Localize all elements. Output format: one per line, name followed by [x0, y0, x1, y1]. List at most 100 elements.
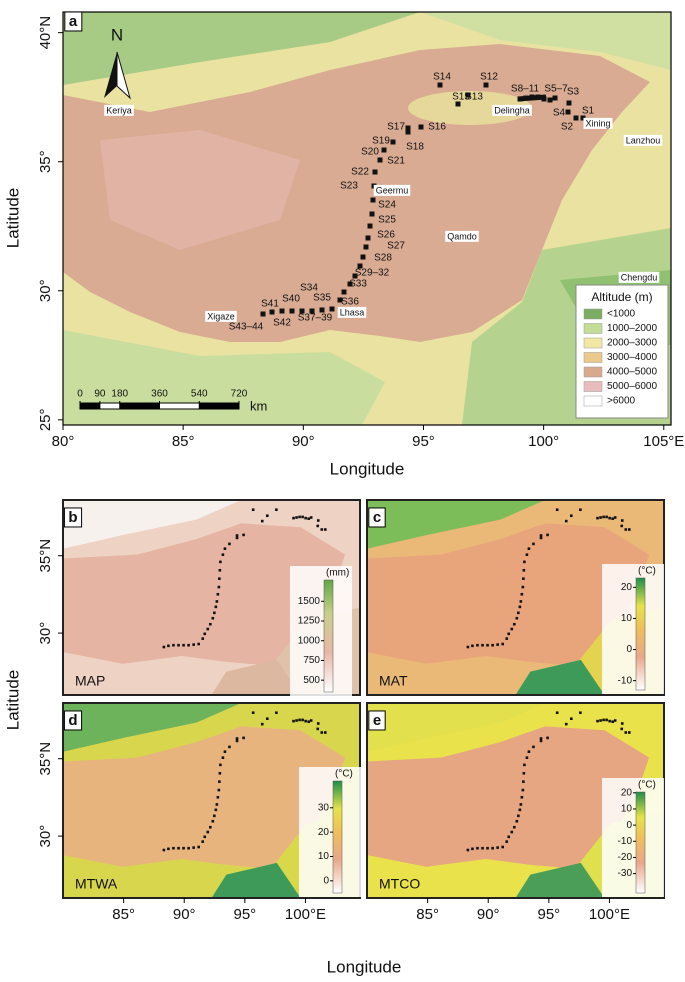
sample-site	[341, 289, 347, 295]
y-axis-label: Latitude	[3, 188, 22, 249]
site-cluster	[517, 94, 547, 102]
sample-site	[523, 763, 526, 767]
sample-site	[218, 568, 222, 572]
sample-site	[197, 845, 200, 849]
sample-site	[213, 814, 216, 818]
sample-site	[596, 719, 599, 723]
sample-site	[329, 306, 335, 312]
sample-site	[365, 235, 371, 241]
sample-site	[295, 516, 298, 519]
field-plateau	[63, 726, 346, 869]
legend-label: <1000	[607, 309, 636, 320]
sample-site	[367, 223, 373, 229]
sample-site	[602, 718, 605, 722]
site-label: S33	[349, 279, 367, 290]
sample-site	[580, 115, 586, 121]
sample-site	[522, 568, 526, 572]
legend-swatch	[583, 381, 603, 392]
sample-site	[260, 519, 264, 523]
label-background	[373, 184, 411, 196]
sample-site	[316, 722, 320, 725]
sample-site	[316, 727, 320, 731]
sample-site	[289, 308, 295, 314]
sample-site	[216, 795, 220, 799]
colorbar-tick-label: 30	[318, 802, 330, 813]
site-label: S22	[351, 167, 369, 178]
sample-site	[309, 719, 313, 722]
sample-site	[197, 642, 200, 646]
site-label: S14	[433, 72, 451, 83]
sample-site	[512, 622, 516, 626]
sample-site	[481, 643, 484, 647]
sample-site	[519, 600, 523, 603]
sample-site	[405, 129, 411, 135]
legend-label: 5000–6000	[607, 381, 657, 392]
sample-site	[546, 736, 549, 740]
field-plateau	[367, 726, 650, 869]
site-label: S29–32	[355, 268, 390, 279]
panel-letter-box	[64, 11, 83, 32]
colorbar	[635, 791, 646, 894]
sample-site	[620, 519, 624, 522]
sample-site	[324, 731, 327, 734]
sample-site	[235, 534, 239, 537]
sample-site	[319, 307, 325, 313]
panel-letter: b	[68, 509, 77, 526]
colorbar-tick-label: 20	[621, 787, 633, 798]
sample-site	[539, 737, 543, 740]
sample-site	[214, 605, 218, 609]
label-background	[445, 230, 479, 242]
colorbar-tick-label: -10	[618, 836, 633, 847]
label-background	[104, 104, 134, 116]
sample-site	[219, 763, 222, 767]
sample-site	[187, 643, 190, 647]
sample-site	[223, 750, 227, 753]
sample-site	[491, 846, 494, 850]
sample-site	[172, 846, 175, 850]
place-label: Xining	[585, 118, 610, 128]
panel-name: MTWA	[75, 876, 118, 892]
y-tick-label: 35°	[37, 150, 54, 173]
y-tick-label: 35°N	[37, 742, 54, 776]
sample-site	[539, 534, 543, 537]
x-tick-label: 95°	[537, 906, 560, 923]
climate-map: e MTCO (°C) -30 -20 -10 0 10 20	[366, 702, 665, 899]
sample-site	[507, 632, 511, 636]
sample-site	[466, 645, 470, 649]
sample-site	[599, 516, 602, 519]
scale-label: 90	[94, 389, 106, 400]
colorbar-tick-label: 0	[626, 644, 632, 655]
y-tick-label: 40°N	[37, 16, 54, 50]
sample-site	[613, 719, 617, 722]
sample-site	[298, 515, 301, 519]
sample-site	[532, 745, 535, 749]
sample-site	[201, 637, 205, 640]
sample-site	[208, 622, 212, 626]
place-label: Keriya	[106, 105, 132, 115]
field-lowland	[211, 862, 301, 898]
sample-site	[251, 508, 255, 512]
colorbar-tick-label: 1250	[298, 616, 321, 627]
legend-swatch	[583, 366, 603, 378]
label-background	[492, 104, 532, 116]
climate-map: d MTWA (°C) 0 10 20 30	[62, 702, 361, 899]
sample-site	[483, 82, 489, 88]
x-tick-label: 85°	[112, 906, 135, 923]
panel-frame	[62, 499, 361, 696]
sample-site	[624, 528, 628, 531]
colorbar-background	[602, 564, 664, 694]
colorbar-tick-label: 500	[303, 675, 320, 686]
field-north	[367, 500, 546, 549]
sample-site	[295, 719, 298, 722]
sample-site	[167, 847, 170, 851]
sample-site	[564, 519, 568, 523]
sample-site	[221, 756, 225, 759]
field-north	[63, 500, 242, 549]
sample-site	[217, 585, 221, 589]
sample-site	[206, 627, 210, 631]
sample-site	[279, 308, 285, 314]
sample-site	[223, 547, 227, 550]
sample-site	[611, 720, 614, 724]
sample-site	[309, 308, 315, 314]
